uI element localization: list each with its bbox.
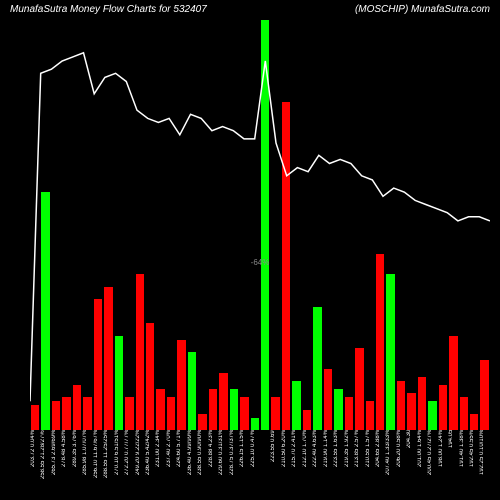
x-label: 258.55 21.28/27% (40, 430, 50, 500)
x-label: 212.10 1.70% (302, 430, 312, 500)
x-label: 215.70 2.41% (291, 430, 301, 500)
bar (428, 401, 436, 430)
x-label: 210.50 6.20% (281, 430, 291, 500)
bar (198, 414, 206, 430)
bar (146, 323, 154, 430)
x-label: 236.40 5.42/42% (145, 430, 155, 500)
bar (156, 389, 164, 430)
x-label: 192.45 0.55% (469, 430, 479, 500)
x-label: 237.40 2.70% (166, 430, 176, 500)
x-label: 204.65 2.88% (375, 430, 385, 500)
x-label: 191.40 1.38% (459, 430, 469, 500)
bar (83, 397, 91, 430)
x-label: 223.55 0.69 (270, 430, 280, 500)
bar (386, 274, 394, 430)
bar (104, 287, 112, 431)
x-label: 210.55 1.57% (365, 430, 375, 500)
x-label: 201.00 1.64% (417, 430, 427, 500)
bar (125, 397, 133, 430)
bar (460, 397, 468, 430)
x-label: 249.20 9.22/22% (135, 430, 145, 500)
bar (188, 352, 196, 430)
bar (73, 385, 81, 430)
bar (439, 385, 447, 430)
x-label: 225.10 0.47% (250, 430, 260, 500)
bar (261, 20, 269, 430)
bar (366, 401, 374, 430)
x-label: 288.55 11.25/25% (103, 430, 113, 500)
bar (209, 389, 217, 430)
x-label: 270.10 6.51/51% (114, 430, 124, 500)
x-label: 206.20 0.58% (396, 430, 406, 500)
x-label: 228.75 0.37/37% (229, 430, 239, 500)
x-label: 219.35 1.92% (344, 430, 354, 500)
x-label: 194.05 (448, 430, 458, 500)
chart-area: -64% (30, 20, 490, 430)
x-label: 223.55 1.63% (333, 430, 343, 500)
bar (31, 405, 39, 430)
x-label: 204.30 (406, 430, 416, 500)
x-label: 207.40 1.33/33% (385, 430, 395, 500)
x-label: 203.72 0.04% (30, 430, 40, 500)
x-label: 289.35 3.76% (72, 430, 82, 500)
x-label: 238.55 0.90/90% (197, 430, 207, 500)
bar (136, 274, 144, 430)
x-label: 200.45 0.27/27% (427, 430, 437, 500)
bar (230, 389, 238, 430)
bar (52, 401, 60, 430)
bar (282, 102, 290, 430)
bar (407, 393, 415, 430)
bar (251, 418, 259, 430)
bar (115, 336, 123, 430)
bar (355, 348, 363, 430)
x-label: 222.40 4.63% (312, 430, 322, 500)
x-label: 229.60 0.31/31% (218, 430, 228, 500)
x-label: 226.15 1.15% (239, 430, 249, 500)
bar (480, 360, 488, 430)
bar (376, 254, 384, 430)
bar (167, 397, 175, 430)
x-label: 198.00 1.24% (438, 430, 448, 500)
bar (219, 373, 227, 430)
bar (62, 397, 70, 430)
bar (240, 397, 248, 430)
bar (271, 397, 279, 430)
bar (41, 192, 49, 430)
x-label: 256.10 11.67/67% (93, 430, 103, 500)
x-label: 265.73 2.69/69% (51, 430, 61, 500)
bar (94, 299, 102, 430)
bar (292, 381, 300, 430)
bar (334, 389, 342, 430)
x-label: 219.90 1.14% (323, 430, 333, 500)
mid-axis-label: -64% (251, 258, 270, 267)
x-label: 213.85 2.57% (354, 430, 364, 500)
bar (449, 336, 457, 430)
x-axis-labels: 203.72 0.04%258.55 21.28/27%265.73 2.69/… (30, 430, 490, 500)
x-label: 272.20 0.77/77% (124, 430, 134, 500)
x-label: 278.48 4.58% (61, 430, 71, 500)
x-label: 236.40 4.99/99% (187, 430, 197, 500)
bar (313, 307, 321, 430)
chart-title-right: (MOSCHIP) MunafaSutra.com (355, 4, 490, 15)
bar-container (30, 20, 490, 430)
x-label: 285.98 1.07/07% (82, 430, 92, 500)
bar (418, 377, 426, 430)
x-label: 228.88 4.23% (208, 430, 218, 500)
x-label (260, 430, 270, 500)
bar (397, 381, 405, 430)
bar (177, 340, 185, 430)
x-label: 231.00 2.34% (155, 430, 165, 500)
bar (470, 414, 478, 430)
bar (303, 410, 311, 431)
bar (324, 369, 332, 431)
x-label: 224.60 5.71% (176, 430, 186, 500)
x-label: 192.25 0.10/10% (479, 430, 489, 500)
bar (345, 397, 353, 430)
chart-title-left: MunafaSutra Money Flow Charts for 532407 (10, 4, 207, 15)
